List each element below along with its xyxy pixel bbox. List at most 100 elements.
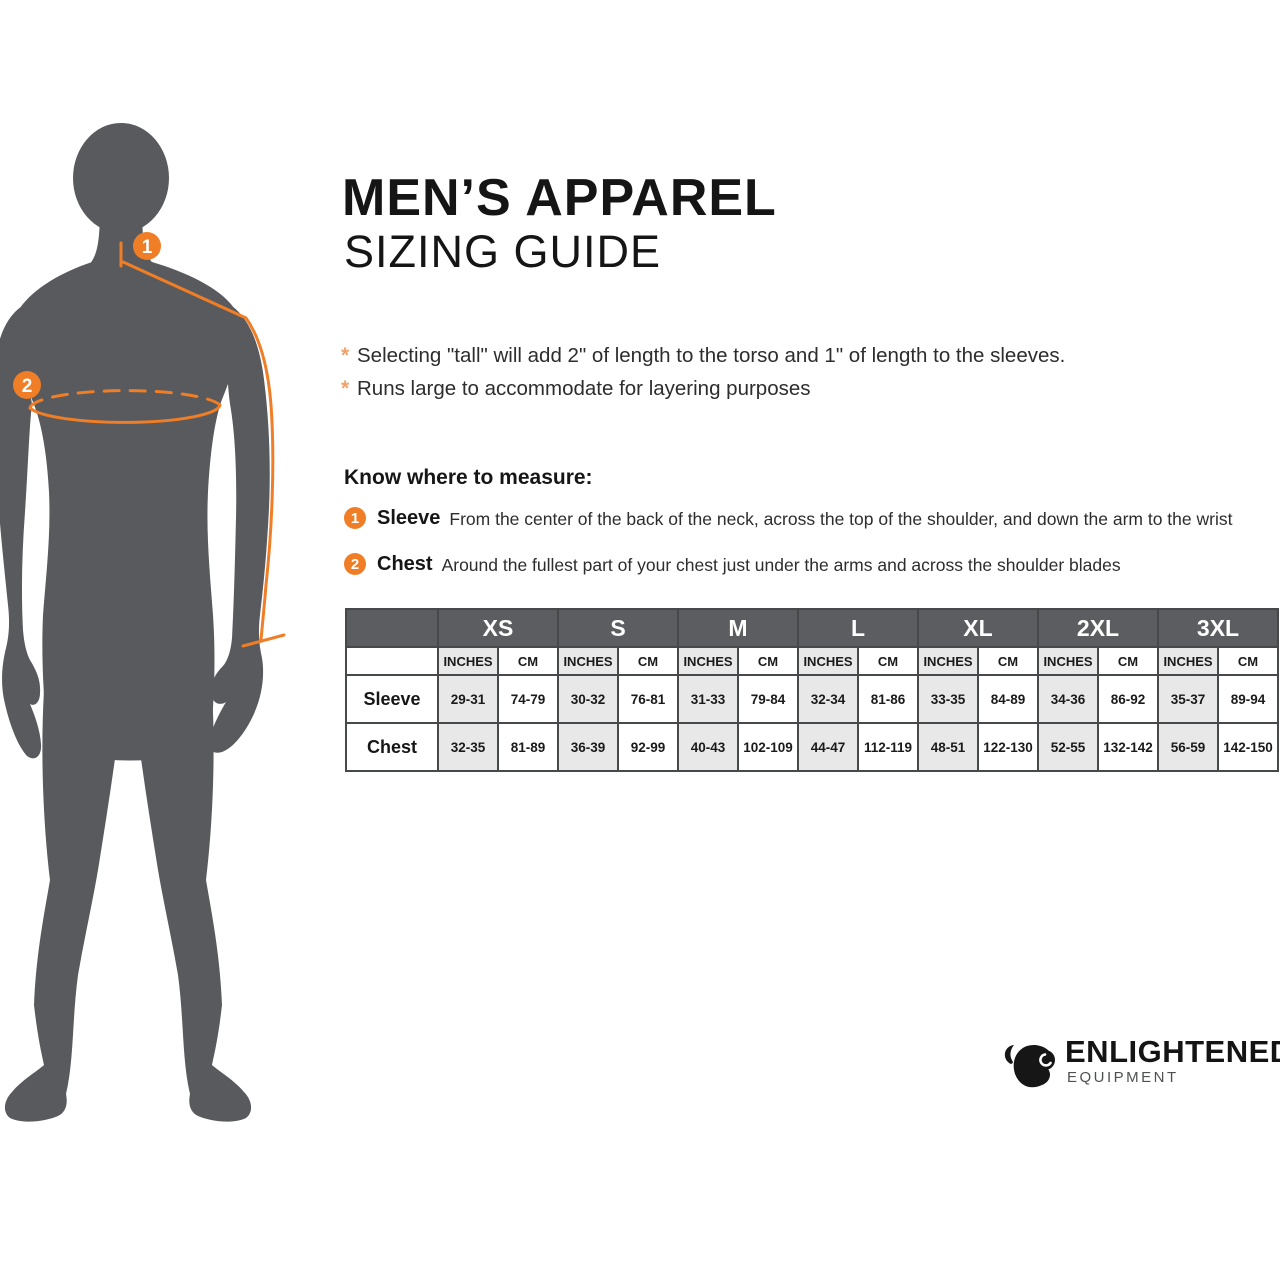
table-cell: 32-34 <box>797 674 859 724</box>
table-cell: 31-33 <box>677 674 739 724</box>
table-cell: 33-35 <box>917 674 979 724</box>
table-cell: 30-32 <box>557 674 619 724</box>
chest-measurement-solid-arc <box>28 403 222 424</box>
note-text: Selecting "tall" will add 2" of length t… <box>357 344 1066 367</box>
row-label-sleeve: Sleeve <box>345 674 439 724</box>
body-measurement-figure: 1 2 <box>0 0 330 1160</box>
unit-cm-header: CM <box>497 646 559 676</box>
marker-2-number: 2 <box>22 376 33 397</box>
table-cell: 76-81 <box>617 674 679 724</box>
sleeve-row: Sleeve 29-31 74-79 30-32 76-81 31-33 79-… <box>345 674 1279 724</box>
table-cell: 29-31 <box>437 674 499 724</box>
brand-name: ENLIGHTENED <box>1065 1034 1280 1069</box>
asterisk-icon: * <box>341 377 350 400</box>
measurement-lines <box>28 241 286 648</box>
table-cell: 48-51 <box>917 722 979 772</box>
asterisk-icon: * <box>341 344 350 367</box>
table-cell: 79-84 <box>737 674 799 724</box>
note-text: Runs large to accommodate for layering p… <box>357 377 811 400</box>
measure-item-chest: 2 Chest Around the fullest part of your … <box>344 553 1274 576</box>
table-cell: 84-89 <box>977 674 1039 724</box>
size-header-s: S <box>557 608 679 648</box>
unit-inches-header: INCHES <box>437 646 499 676</box>
table-cell: 32-35 <box>437 722 499 772</box>
size-header-l: L <box>797 608 919 648</box>
sizing-table: XS S M L XL 2XL 3XL INCHES CM INCHES CM … <box>345 608 1279 772</box>
note-item: * Runs large to accommodate for layering… <box>341 377 1065 401</box>
page-subtitle: SIZING GUIDE <box>344 226 662 277</box>
silhouette-right-leg <box>135 690 252 1122</box>
unit-cm-header: CM <box>737 646 799 676</box>
sleeve-measurement-line <box>121 260 275 642</box>
measure-item-sleeve: 1 Sleeve From the center of the back of … <box>344 507 1274 530</box>
table-cell: 142-150 <box>1217 722 1279 772</box>
unit-inches-header: INCHES <box>1157 646 1219 676</box>
table-cell: 36-39 <box>557 722 619 772</box>
measure-heading: Know where to measure: <box>344 466 593 489</box>
number-1-badge: 1 <box>344 507 366 529</box>
size-header-2xl: 2XL <box>1037 608 1159 648</box>
measure-section: Know where to measure: 1 Sleeve From the… <box>344 466 1274 599</box>
table-cell: 74-79 <box>497 674 559 724</box>
unit-cm-header: CM <box>977 646 1039 676</box>
chest-measurement-dashed-arc <box>28 389 222 410</box>
table-cell: 81-89 <box>497 722 559 772</box>
marker-1-number: 1 <box>142 237 153 258</box>
table-cell: 81-86 <box>857 674 919 724</box>
measure-label: Sleeve <box>377 507 441 529</box>
table-cell: 35-37 <box>1157 674 1219 724</box>
measure-description: Around the fullest part of your chest ju… <box>441 555 1121 575</box>
note-item: * Selecting "tall" will add 2" of length… <box>341 344 1065 368</box>
silhouette-left-arm <box>0 306 42 759</box>
table-cell: 44-47 <box>797 722 859 772</box>
size-header-xl: XL <box>917 608 1039 648</box>
number-2-badge: 2 <box>344 553 366 575</box>
male-silhouette-diagram: 1 2 <box>0 123 286 1122</box>
table-cell: 52-55 <box>1037 722 1099 772</box>
table-cell: 89-94 <box>1217 674 1279 724</box>
units-blank-cell <box>345 646 439 676</box>
size-header-m: M <box>677 608 799 648</box>
table-corner-cell <box>345 608 439 648</box>
silhouette-left-leg <box>4 690 121 1122</box>
silhouette-head <box>73 123 169 233</box>
page-title: MEN’S APPAREL <box>342 169 777 227</box>
size-header-3xl: 3XL <box>1157 608 1279 648</box>
brand-logo: ENLIGHTENED EQUIPMENT <box>1000 1036 1280 1094</box>
unit-inches-header: INCHES <box>797 646 859 676</box>
table-cell: 86-92 <box>1097 674 1159 724</box>
unit-inches-header: INCHES <box>917 646 979 676</box>
brand-subname: EQUIPMENT <box>1067 1069 1179 1086</box>
notes-section: * Selecting "tall" will add 2" of length… <box>341 344 1065 410</box>
table-cell: 34-36 <box>1037 674 1099 724</box>
units-row: INCHES CM INCHES CM INCHES CM INCHES CM … <box>345 646 1279 676</box>
unit-inches-header: INCHES <box>557 646 619 676</box>
sleeve-wrist-tick <box>241 633 286 648</box>
unit-inches-header: INCHES <box>677 646 739 676</box>
table-cell: 102-109 <box>737 722 799 772</box>
silhouette-right-arm <box>208 306 270 753</box>
unit-inches-header: INCHES <box>1037 646 1099 676</box>
table-cell: 132-142 <box>1097 722 1159 772</box>
row-label-chest: Chest <box>345 722 439 772</box>
size-header-xs: XS <box>437 608 559 648</box>
marker-1-circle <box>133 232 161 260</box>
measure-description: From the center of the back of the neck,… <box>449 509 1233 529</box>
unit-cm-header: CM <box>617 646 679 676</box>
measure-label: Chest <box>377 553 433 575</box>
chest-row: Chest 32-35 81-89 36-39 92-99 40-43 102-… <box>345 722 1279 772</box>
male-silhouette <box>0 123 270 1122</box>
silhouette-torso <box>9 253 245 761</box>
size-header-row: XS S M L XL 2XL 3XL <box>345 608 1279 648</box>
figure-markers: 1 2 <box>13 232 161 399</box>
table-cell: 122-130 <box>977 722 1039 772</box>
table-cell: 92-99 <box>617 722 679 772</box>
table-cell: 56-59 <box>1157 722 1219 772</box>
brand-logo-text: ENLIGHTENED EQUIPMENT <box>1065 1034 1280 1087</box>
table-cell: 112-119 <box>857 722 919 772</box>
marker-2-circle <box>13 371 41 399</box>
unit-cm-header: CM <box>1217 646 1279 676</box>
unit-cm-header: CM <box>857 646 919 676</box>
enlightened-equipment-icon <box>1004 1044 1055 1088</box>
